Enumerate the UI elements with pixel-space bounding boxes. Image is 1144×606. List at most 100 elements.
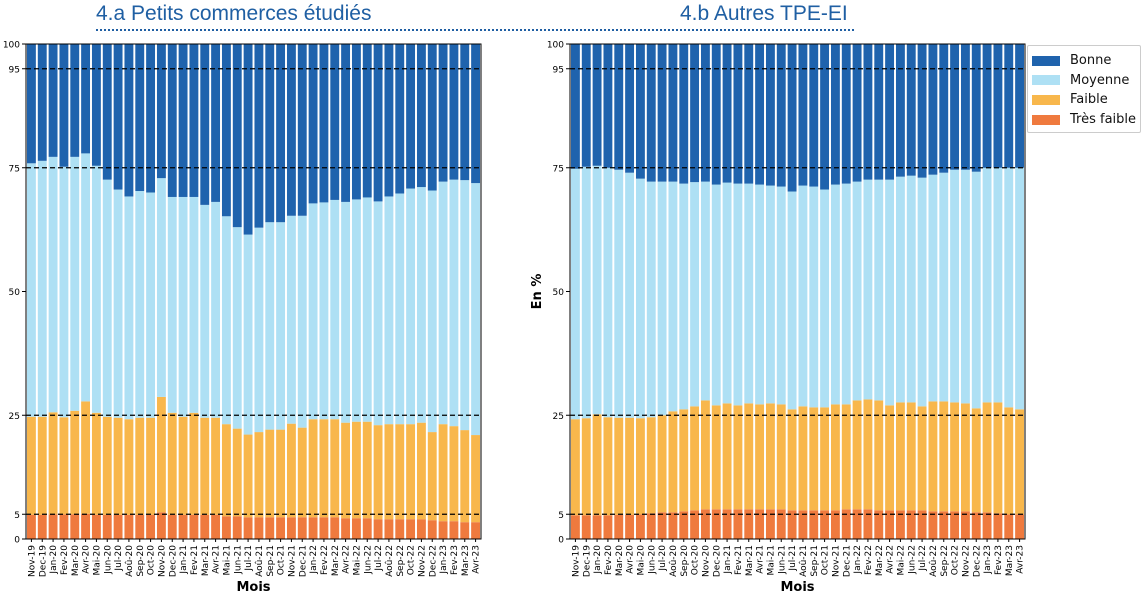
bar-a-moyenne-dec-20 bbox=[167, 196, 177, 413]
x-tick-label-b-mar-21: Mar-21 bbox=[745, 545, 755, 576]
bar-b-tres-faible-jan-21 bbox=[722, 509, 732, 539]
bar-a-moyenne-jun-22 bbox=[362, 197, 372, 422]
bar-a-tres-faible-avr-20 bbox=[81, 513, 91, 539]
bar-a-bonne-mai-20 bbox=[91, 44, 101, 166]
bar-b-tres-faible-aou-21 bbox=[798, 510, 808, 539]
bar-b-bonne-sep-21 bbox=[809, 44, 819, 187]
bar-b-moyenne-jan-22 bbox=[852, 181, 862, 401]
x-tick-label-b-nov-22: Nov-22 bbox=[961, 545, 971, 577]
bar-a-faible-sep-21 bbox=[265, 429, 275, 518]
x-tick-label-b-fev-22: Fev-22 bbox=[864, 545, 874, 575]
bar-a-tres-faible-sep-20 bbox=[135, 514, 145, 539]
legend-swatch-tres-faible bbox=[1032, 114, 1060, 125]
bar-a-moyenne-sep-22 bbox=[395, 193, 405, 425]
bar-b-bonne-mar-20 bbox=[614, 44, 624, 170]
bar-a-tres-faible-jun-22 bbox=[362, 518, 372, 539]
x-tick-label-a-fev-22: Fev-22 bbox=[320, 545, 330, 575]
bar-b-faible-jan-20 bbox=[592, 414, 602, 516]
bar-a-faible-nov-19 bbox=[26, 416, 36, 515]
x-tick-label-a-avr-21: Avr-21 bbox=[212, 545, 222, 574]
bar-a-moyenne-nov-21 bbox=[286, 215, 296, 424]
x-tick-label-a-mar-20: Mar-20 bbox=[71, 545, 81, 576]
bar-b-moyenne-nov-22 bbox=[960, 169, 970, 404]
bar-b-moyenne-mar-21 bbox=[744, 183, 754, 404]
bar-a-bonne-dec-19 bbox=[37, 44, 47, 161]
bar-b-bonne-avr-20 bbox=[625, 44, 635, 173]
bar-a-tres-faible-jan-23 bbox=[438, 521, 448, 539]
bar-b-moyenne-jun-22 bbox=[906, 175, 916, 403]
x-tick-label-a-aou-21: Aoû-21 bbox=[255, 545, 265, 577]
bar-b-faible-oct-21 bbox=[820, 407, 830, 511]
bar-a-faible-fev-22 bbox=[319, 419, 329, 518]
bar-b-faible-jun-20 bbox=[646, 417, 656, 514]
x-tick-label-b-jun-22: Jun-22 bbox=[907, 545, 917, 575]
bar-a-tres-faible-jan-21 bbox=[178, 514, 188, 539]
x-tick-label-b-nov-20: Nov-20 bbox=[701, 545, 711, 577]
bar-b-moyenne-jan-20 bbox=[592, 165, 602, 415]
bar-a-bonne-fev-20 bbox=[59, 44, 69, 167]
bar-a-tres-faible-mar-20 bbox=[70, 514, 80, 539]
bar-a-bonne-mar-20 bbox=[70, 44, 80, 157]
bar-b-faible-nov-21 bbox=[830, 404, 840, 511]
bar-a-faible-dec-22 bbox=[427, 432, 437, 521]
bar-a-bonne-jan-20 bbox=[48, 44, 58, 157]
bar-a-moyenne-mar-23 bbox=[460, 180, 470, 431]
bar-b-tres-faible-dec-22 bbox=[971, 512, 981, 539]
x-tick-label-b-avr-20: Avr-20 bbox=[626, 545, 636, 574]
bar-b-bonne-sep-20 bbox=[679, 44, 689, 184]
bar-a-tres-faible-jan-22 bbox=[308, 517, 318, 539]
bar-b-bonne-jan-22 bbox=[852, 44, 862, 182]
x-tick-label-b-oct-22: Oct-22 bbox=[951, 545, 961, 575]
bar-b-faible-avr-23 bbox=[1015, 409, 1025, 515]
x-tick-label-b-jan-21: Jan-21 bbox=[723, 545, 733, 575]
bar-b-moyenne-fev-21 bbox=[733, 183, 743, 406]
legend-swatch-faible bbox=[1032, 94, 1060, 105]
bar-b-tres-faible-oct-21 bbox=[820, 510, 830, 539]
bar-b-moyenne-dec-20 bbox=[711, 184, 721, 406]
bar-b-faible-fev-21 bbox=[733, 405, 743, 510]
bar-b-bonne-mar-22 bbox=[874, 44, 884, 180]
x-tick-label-a-fev-23: Fev-23 bbox=[450, 545, 460, 575]
bar-a-bonne-aou-21 bbox=[254, 44, 264, 228]
bar-b-moyenne-mar-22 bbox=[874, 179, 884, 401]
bar-a-moyenne-jul-20 bbox=[113, 189, 123, 418]
x-tick-label-b-jan-23: Jan-23 bbox=[983, 545, 993, 575]
bar-a-faible-avr-23 bbox=[471, 435, 481, 523]
bar-a-bonne-aou-20 bbox=[124, 44, 134, 197]
bar-a-moyenne-jan-21 bbox=[178, 196, 188, 417]
bar-b-tres-faible-jul-21 bbox=[787, 510, 797, 539]
bar-a-bonne-sep-20 bbox=[135, 44, 145, 192]
bar-a-faible-mai-22 bbox=[351, 421, 361, 519]
legend-item-bonne: Bonne bbox=[1032, 51, 1140, 71]
bar-a-faible-fev-23 bbox=[449, 426, 459, 522]
bar-b-faible-aou-20 bbox=[668, 411, 678, 513]
bar-a-tres-faible-dec-21 bbox=[297, 517, 307, 539]
x-tick-label-a-mar-22: Mar-22 bbox=[331, 545, 341, 576]
x-tick-label-b-fev-21: Fev-21 bbox=[734, 545, 744, 575]
x-tick-label-a-oct-21: Oct-21 bbox=[277, 545, 287, 575]
bar-b-bonne-aou-22 bbox=[928, 44, 938, 175]
legend-label-bonne: Bonne bbox=[1070, 53, 1112, 69]
bar-a-moyenne-avr-21 bbox=[211, 201, 221, 418]
bar-a-tres-faible-avr-22 bbox=[341, 518, 351, 539]
bar-b-bonne-mar-23 bbox=[1004, 44, 1014, 168]
bar-b-moyenne-sep-20 bbox=[679, 183, 689, 410]
x-tick-label-a-mar-23: Mar-23 bbox=[461, 545, 471, 576]
bar-b-bonne-jun-22 bbox=[906, 44, 916, 176]
x-tick-label-a-jul-20: Jul-20 bbox=[114, 545, 124, 572]
bar-b-tres-faible-sep-21 bbox=[809, 510, 819, 539]
bar-b-tres-faible-dec-21 bbox=[841, 509, 851, 539]
bar-b-faible-jan-22 bbox=[852, 400, 862, 510]
legend-item-tres-faible: Très faible bbox=[1032, 110, 1140, 130]
bar-a-bonne-fev-21 bbox=[189, 44, 199, 197]
bar-a-moyenne-sep-21 bbox=[265, 222, 275, 430]
x-tick-label-b-sep-22: Sep-22 bbox=[940, 545, 950, 577]
bar-a-faible-nov-20 bbox=[156, 396, 166, 513]
bar-b-faible-avr-20 bbox=[625, 417, 635, 515]
x-tick-label-b-dec-22: Dec-22 bbox=[972, 545, 982, 577]
bar-b-moyenne-avr-23 bbox=[1015, 167, 1025, 410]
bar-a-bonne-jan-22 bbox=[308, 44, 318, 204]
bar-b-tres-faible-jul-20 bbox=[657, 512, 667, 539]
legend-item-faible: Faible bbox=[1032, 90, 1140, 110]
